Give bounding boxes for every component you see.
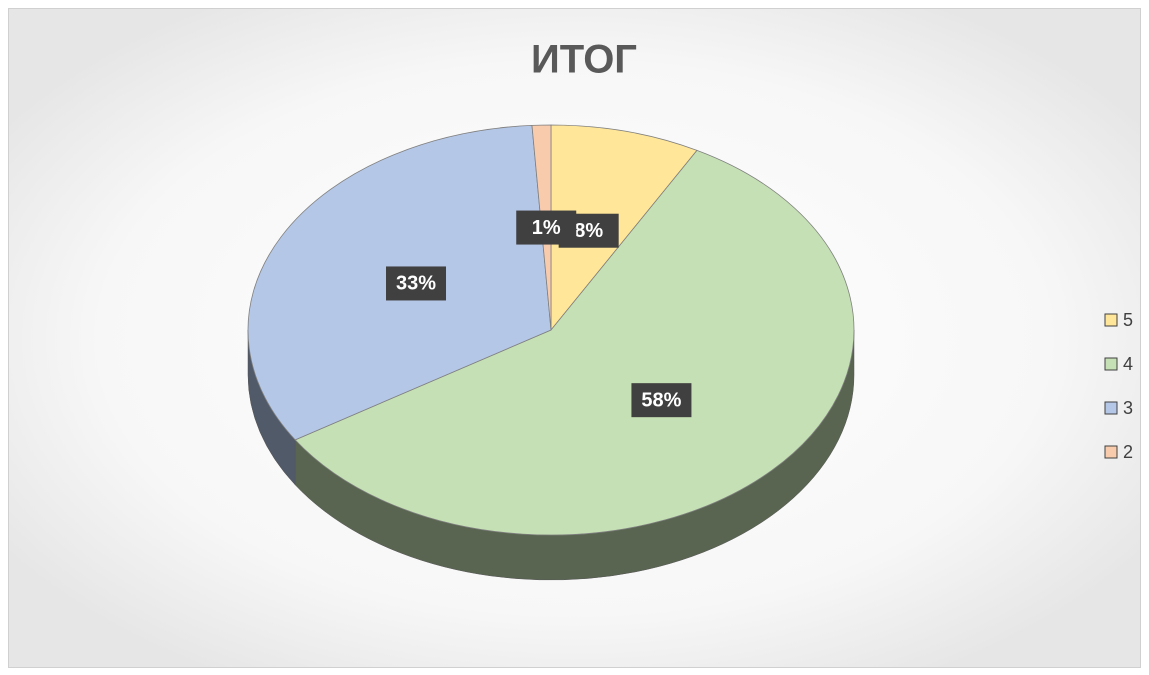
- legend-label: 3: [1123, 398, 1133, 418]
- legend-swatch: [1104, 401, 1118, 415]
- data-label: 8%: [574, 220, 603, 242]
- legend-label: 4: [1123, 354, 1133, 374]
- chart-title: ИТОГ: [531, 38, 637, 82]
- data-label: 1%: [532, 217, 561, 239]
- legend-label: 5: [1123, 310, 1133, 330]
- legend-swatch: [1104, 357, 1118, 371]
- data-label: 58%: [641, 389, 681, 411]
- data-label-box: [386, 266, 447, 301]
- legend-label: 2: [1123, 442, 1133, 462]
- legend-swatch: [1104, 445, 1118, 459]
- slice: [294, 149, 855, 536]
- data-label-box: [631, 383, 692, 418]
- data-label: 33%: [396, 273, 436, 295]
- data-label-box: [516, 210, 577, 245]
- legend-swatch: [1104, 313, 1118, 327]
- slice: [550, 124, 698, 332]
